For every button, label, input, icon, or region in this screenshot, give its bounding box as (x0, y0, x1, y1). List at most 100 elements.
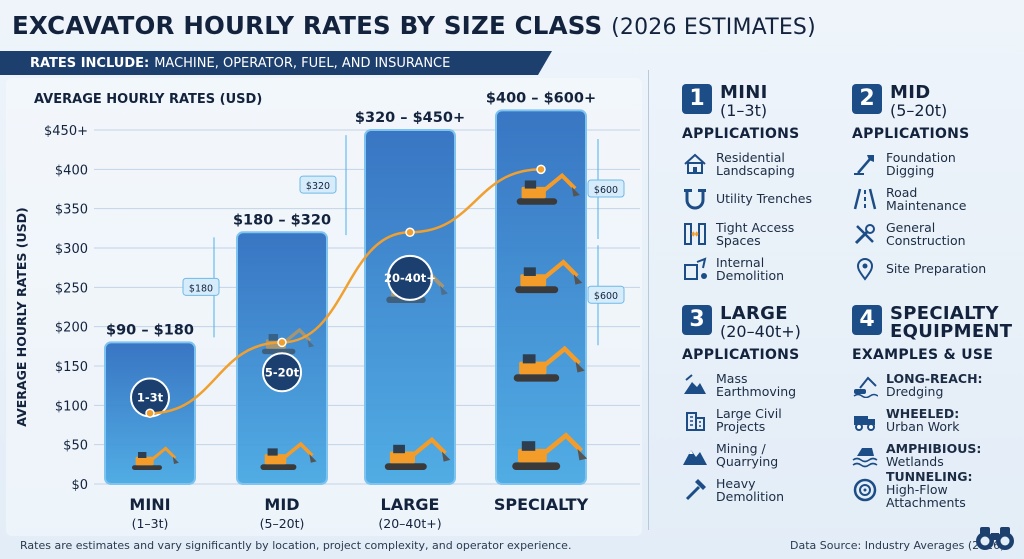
callout-tag (587, 285, 625, 304)
list-item-label: Mining / Quarrying (716, 440, 779, 469)
shovel-icon (854, 154, 874, 175)
list-item: TUNNELING: High-Flow Attachments (852, 469, 1024, 510)
data-source: Data Source: Industry Averages (2026) (790, 539, 1005, 552)
long-reach-icon (853, 376, 878, 398)
size-badge (262, 352, 302, 393)
size-badge-label: 20-40t+ (384, 271, 436, 285)
panel-number: 4 (852, 305, 882, 335)
title-bar: EXCAVATOR HOURLY RATES BY SIZE CLASS (20… (0, 0, 1024, 50)
trend-point (536, 164, 546, 175)
panel-class-size: (20–40t+) (720, 322, 801, 341)
narrow-gate-icon (684, 222, 706, 245)
list-item-text: Road Maintenance (886, 186, 996, 212)
size-badge-label: 5-20t (265, 365, 300, 379)
chart-title: AVERAGE HOURLY RATES (USD) (34, 92, 262, 107)
y-tick-label: $300 (55, 242, 88, 257)
x-category-sublabel: (1–3t) (132, 516, 169, 531)
panel-header: 4 SPECIALTY EQUIPMENT (852, 305, 1024, 341)
y-tick-label: $350 (55, 203, 88, 218)
info-panel-mid: 2 MID (5–20t) APPLICATIONS Foundation Diggin… (852, 84, 996, 286)
callout-label: $180 (189, 283, 213, 294)
range-label: $180 – $320 (233, 212, 331, 228)
rates-bar-chart: AVERAGE HOURLY RATES (USD) AVERAGE HOURLY… (14, 90, 640, 531)
list-item-type: TUNNELING: (886, 469, 973, 484)
demolition-icon (684, 256, 707, 280)
list-item-text: Utility Trenches (716, 192, 826, 205)
pipe-icon (684, 188, 706, 209)
trend-point (277, 337, 287, 348)
building-icon (686, 411, 705, 431)
list-item-label: High-Flow Attachments (886, 482, 966, 510)
panel-divider (648, 70, 649, 530)
chart-panel: AVERAGE HOURLY RATES (USD) AVERAGE HOURLY… (6, 78, 642, 536)
house-icon (684, 153, 706, 174)
list-item-label: Site Preparation (886, 261, 987, 276)
callout-tag (182, 277, 220, 296)
list-item-label: Dredging (886, 383, 944, 399)
list-item: Mass Earthmoving (682, 367, 826, 402)
trend-line (149, 168, 542, 415)
excavator-icon (516, 172, 580, 205)
list-item: Utility Trenches (682, 181, 826, 216)
panel-item-list: Foundation Digging Road Maintenance Genera… (852, 146, 996, 286)
list-item-label: Urban Work (886, 418, 960, 434)
list-item: Site Preparation (852, 251, 996, 286)
bar-large (364, 129, 456, 485)
y-tick-label: $400 (55, 163, 88, 178)
wheeled-truck-icon (854, 415, 875, 431)
size-badge-label: 1-3t (137, 390, 164, 404)
trend-point (145, 408, 155, 418)
callout-label: $320 (306, 181, 330, 192)
panel-item-list: LONG-REACH: Dredging WHEELED: Urban Work AMP… (852, 367, 1024, 510)
list-item-type: LONG-REACH: (886, 370, 983, 386)
panel-header: 3 LARGE (20–40t+) (682, 305, 826, 341)
range-label: $90 – $180 (106, 322, 194, 338)
list-item-text: Large Civil Projects (716, 407, 826, 433)
list-item-label: Utility Trenches (716, 191, 813, 206)
callout-tag (299, 175, 337, 194)
panel-class-name: MID (890, 82, 931, 103)
y-tick-label: $0 (71, 478, 88, 493)
excavator-icon (512, 432, 588, 470)
list-item: AMPHIBIOUS: Wetlands (852, 437, 1024, 472)
list-item: Residential Landscaping (682, 146, 826, 181)
panel-class-name: LARGE (720, 303, 788, 324)
range-label: $400 – $600+ (486, 90, 596, 106)
panel-class-name: MINI (720, 82, 768, 103)
subtitle-banner: RATES INCLUDE: MACHINE, OPERATOR, FUEL, … (0, 51, 552, 75)
list-item-text: General Construction (886, 221, 996, 247)
x-category-label: MINI (129, 495, 170, 514)
excavator-icon (132, 446, 179, 470)
y-tick-label: $150 (55, 360, 88, 375)
excavator-icon (260, 441, 317, 470)
footnote: Rates are estimates and vary significant… (20, 539, 572, 552)
x-category-label: LARGE (381, 495, 440, 514)
x-category-label: SPECIALTY (494, 495, 589, 514)
wetlands-icon (852, 447, 878, 467)
binoculars-logo-icon (976, 527, 1014, 550)
list-item-text: Residential Landscaping (716, 151, 826, 177)
panel-class-size: (5–20t) (890, 101, 948, 120)
panel-section-heading: EXAMPLES & USE (852, 347, 994, 363)
callout-tag (587, 179, 625, 198)
map-pin-icon (856, 257, 874, 281)
list-item-text: Mass Earthmoving (716, 372, 826, 398)
x-category-sublabel: (20–40t+) (378, 516, 441, 531)
panel-item-list: Residential Landscaping Utility Trenches T… (682, 146, 826, 286)
excavator-icon (515, 259, 583, 294)
panel-header: 2 MID (5–20t) (852, 84, 996, 120)
callout-label: $600 (594, 291, 618, 302)
page-title: EXCAVATOR HOURLY RATES BY SIZE CLASS (20… (12, 10, 816, 40)
list-item: General Construction (852, 216, 996, 251)
list-item: Internal Demolition (682, 251, 826, 286)
info-panel-mini: 1 MINI (1–3t) APPLICATIONS Residential Lands… (682, 84, 826, 286)
list-item-label: Tight Access Spaces (716, 219, 795, 248)
panel-section-heading: APPLICATIONS (682, 126, 800, 142)
panel-item-list: Mass Earthmoving Large Civil Projects Mini… (682, 367, 826, 507)
list-item: LONG-REACH: Dredging (852, 367, 1024, 402)
panel-number: 3 (682, 305, 712, 335)
list-item-label: Mass Earthmoving (716, 370, 797, 399)
list-item: WHEELED: Urban Work (852, 402, 1024, 437)
y-tick-label: $250 (55, 281, 88, 296)
list-item: Heavy Demolition (682, 472, 826, 507)
